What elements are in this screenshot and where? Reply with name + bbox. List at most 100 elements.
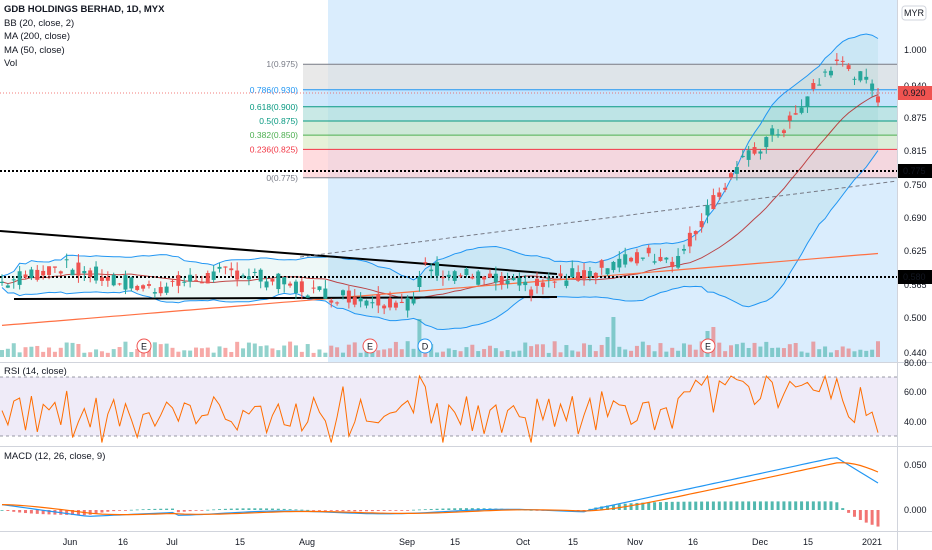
- volume-bar: [587, 344, 592, 357]
- volume-bar: [5, 348, 10, 357]
- candle-body: [752, 147, 757, 154]
- event-marker[interactable]: [700, 338, 716, 354]
- macd-hist-bar: [382, 510, 386, 511]
- candle-body: [676, 255, 681, 268]
- event-marker[interactable]: [362, 338, 378, 354]
- macd-legend: MACD (12, 26, close, 9): [4, 451, 106, 462]
- volume-bar: [211, 352, 216, 357]
- candle-body: [5, 285, 10, 288]
- volume-bar: [652, 351, 657, 357]
- macd-hist-bar: [100, 510, 104, 513]
- macd-hist-bar: [288, 509, 292, 510]
- volume-bar: [505, 350, 510, 357]
- volume-bar: [317, 349, 322, 357]
- volume-bar: [58, 347, 63, 357]
- volume-bar: [846, 348, 851, 357]
- candle-body: [335, 302, 340, 304]
- volume-bar: [47, 347, 52, 357]
- macd-hist-bar: [165, 508, 169, 510]
- bb-legend: BB (20, close, 2): [4, 17, 75, 29]
- fib-label: 0.5(0.875): [259, 116, 298, 126]
- support-level-tag-2: 0.580: [903, 272, 926, 282]
- volume-bar: [288, 341, 293, 357]
- candle-body: [246, 276, 251, 280]
- macd-hist-bar: [194, 510, 198, 511]
- candle-body: [734, 167, 739, 174]
- volume-bar: [640, 341, 645, 357]
- candle-body: [76, 262, 81, 276]
- candle-body: [164, 286, 169, 293]
- macd-axis: 0.050 0.000: [904, 460, 927, 515]
- descending-trendline[interactable]: [0, 230, 558, 275]
- candle-body: [393, 302, 398, 308]
- volume-bar: [417, 319, 422, 357]
- candle-body: [340, 290, 345, 296]
- macd-hist-bar: [876, 510, 880, 527]
- event-marker[interactable]: [417, 338, 433, 354]
- volume-bar: [411, 348, 416, 357]
- time-tick: 15: [568, 537, 578, 547]
- support-trendline[interactable]: [13, 296, 558, 300]
- volume-bar: [493, 348, 498, 357]
- candle-body: [111, 274, 116, 286]
- currency-badge: MYR: [904, 8, 925, 18]
- macd-hist-bar: [729, 501, 733, 510]
- candle-body: [352, 297, 357, 305]
- macd-hist-bar: [447, 508, 451, 510]
- candle-body: [417, 276, 422, 288]
- volume-bar: [805, 352, 810, 357]
- price-axis[interactable]: 1.0000.9400.8750.8150.7500.6900.6250.565…: [898, 45, 932, 358]
- dashed-trendline[interactable]: [299, 180, 898, 258]
- candle-body: [241, 275, 246, 277]
- macd-hist-bar: [682, 501, 686, 510]
- volume-bar: [346, 344, 351, 357]
- macd-hist-bar: [353, 510, 357, 512]
- candle-body: [805, 96, 810, 107]
- time-tick: 16: [118, 537, 128, 547]
- candle-body: [817, 84, 822, 86]
- volume-bar: [329, 345, 334, 357]
- macd-hist-bar: [106, 510, 110, 512]
- candle-body: [370, 302, 375, 304]
- candle-body: [793, 113, 798, 115]
- volume-bar: [517, 350, 522, 357]
- candle-body: [405, 297, 410, 311]
- volume-bar: [188, 350, 193, 357]
- symbol-title: GDB HOLDINGS BERHAD, 1D, MYX: [4, 4, 165, 15]
- macd-hist-bar: [365, 510, 369, 512]
- macd-hist-bar: [412, 509, 416, 511]
- candle-body: [511, 278, 516, 281]
- volume-bar: [440, 351, 445, 357]
- volume-bar: [787, 344, 792, 357]
- macd-hist-bar: [794, 501, 798, 510]
- candle-body: [235, 270, 240, 280]
- fib-label: 1(0.975): [266, 59, 298, 69]
- candle-body: [593, 272, 598, 278]
- time-axis[interactable]: Jun 16 Jul 15 Aug Sep 15 Oct 15 Nov 16 Dec 15 2021: [63, 537, 882, 547]
- volume-bar: [634, 345, 639, 357]
- price-tick: 0.875: [904, 113, 927, 123]
- event-marker-label: E: [705, 342, 711, 352]
- candle-body: [634, 252, 639, 264]
- volume-bar: [270, 348, 275, 357]
- macd-hist-bar: [176, 510, 180, 513]
- volume-bar: [152, 342, 157, 357]
- candle-body: [47, 266, 52, 276]
- candle-body: [564, 280, 569, 286]
- candle-body: [388, 298, 393, 308]
- macd-hist-bar: [711, 501, 715, 510]
- candle-body: [629, 257, 634, 262]
- macd-tick: 0.000: [904, 505, 927, 515]
- event-marker[interactable]: [136, 338, 152, 354]
- macd-hist-bar: [476, 508, 480, 510]
- volume-bar: [529, 346, 534, 357]
- volume-bar: [246, 342, 251, 357]
- candle-body: [576, 272, 581, 281]
- volume-bar: [552, 341, 557, 357]
- macd-hist-bar: [870, 510, 874, 525]
- volume-bar: [446, 348, 451, 357]
- macd-hist-bar: [758, 501, 762, 510]
- volume-bar: [799, 351, 804, 357]
